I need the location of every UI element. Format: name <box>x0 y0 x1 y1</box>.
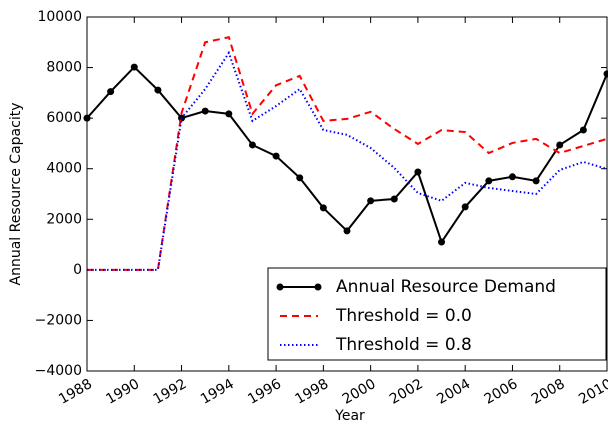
point <box>461 203 469 211</box>
x-tick-label: 2004 <box>434 376 473 408</box>
point <box>508 173 516 181</box>
point <box>272 152 280 160</box>
x-tick-label: 2002 <box>387 376 426 408</box>
y-tick-label: −2000 <box>35 312 82 328</box>
point <box>390 195 398 203</box>
series-line <box>86 65 608 245</box>
plot-frame <box>86 16 608 372</box>
x-tick-label: 1998 <box>292 376 331 408</box>
point <box>343 227 351 235</box>
legend-label: Annual Resource Demand <box>336 277 556 297</box>
point <box>367 197 375 205</box>
y-tick-label: 4000 <box>46 161 82 177</box>
y-tick-label: 0 <box>73 262 82 278</box>
y-tick-label: 6000 <box>46 110 82 126</box>
x-tick-label: 1996 <box>245 376 284 408</box>
point <box>319 204 327 212</box>
x-tick-label: 1990 <box>103 376 142 408</box>
point <box>532 177 540 185</box>
series-line <box>87 36 608 271</box>
legend-box <box>267 267 607 361</box>
series-line <box>87 50 608 271</box>
y-axis-label: Annual Resource Capacity <box>8 103 24 286</box>
legend-label: Threshold = 0.0 <box>335 306 472 326</box>
legend-label: Threshold = 0.8 <box>335 335 472 355</box>
y-tick-label: 10000 <box>37 9 82 25</box>
x-tick-label: 2000 <box>340 376 379 408</box>
x-tick-label: 2006 <box>482 376 521 408</box>
x-tick-label: 2010 <box>576 376 608 408</box>
y-tick-label: 8000 <box>46 60 82 76</box>
x-tick-label: 1994 <box>198 376 237 408</box>
point <box>556 141 564 149</box>
point <box>130 63 138 71</box>
x-tick-label: 2008 <box>529 376 568 408</box>
legend: Annual Resource Demand Threshold = 0.0 Thr… <box>267 267 607 361</box>
point <box>154 86 162 94</box>
point <box>248 141 256 149</box>
y-tick-label: 2000 <box>46 211 82 227</box>
x-tick-label: 1988 <box>56 376 95 408</box>
legend-marker <box>314 283 322 291</box>
point <box>579 126 587 134</box>
point <box>485 177 493 185</box>
point <box>296 174 304 182</box>
point <box>225 110 233 118</box>
point <box>438 238 446 246</box>
x-axis-label: Year <box>334 408 365 423</box>
x-tick-label: 1992 <box>151 376 190 408</box>
point <box>201 107 209 115</box>
point <box>414 168 422 176</box>
y-tick-label: −4000 <box>35 363 82 379</box>
legend-marker <box>276 283 284 291</box>
point <box>107 88 115 96</box>
